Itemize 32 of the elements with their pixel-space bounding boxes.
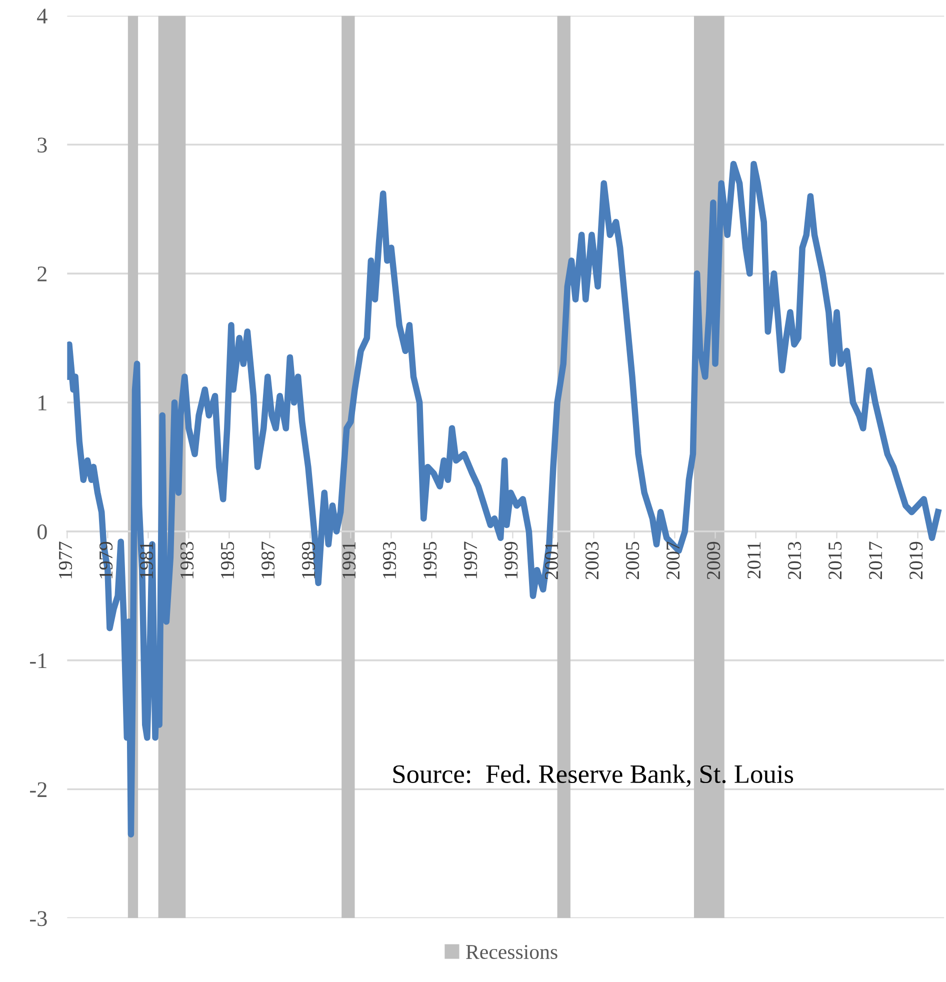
x-tick-label: 1985 [220,542,234,578]
x-tick-label: 1979 [99,542,113,578]
x-tick-label: 1995 [424,542,437,578]
x-tick-label: 2015 [828,542,842,580]
x-tick-label: 2009 [707,542,720,580]
x-tick-label: 1977 [58,542,72,578]
x-tick-label: 2005 [626,542,640,580]
y-tick-label: 1 [38,396,46,410]
y-tick-label: 2 [38,266,46,282]
x-tick-label: 2007 [666,542,680,580]
x-tick-label: 2011 [748,542,761,578]
x-tick-label: 1997 [464,542,478,578]
y-tick-label: 3 [38,138,47,153]
legend-label: Recessions [466,945,558,960]
y-tick-label: -3 [30,911,47,926]
x-tick-label: 1983 [180,542,194,578]
y-tick-label: 0 [37,524,47,540]
x-tick-label: 2019 [910,542,923,580]
x-tick-label: 1989 [302,542,316,578]
y-tick-label: 4 [37,8,48,24]
annotation: Source: Fed. Reserve Bank, St. Louis [393,764,794,787]
x-tick-label: 2003 [585,542,599,580]
x-tick-label: 1991 [342,542,356,578]
x-tick-label: 1981 [140,542,154,578]
x-tick-label: 1993 [383,542,396,578]
x-tick-label: 2017 [869,542,882,580]
y-tick-label: -2 [30,782,46,797]
y-tick-label: -1 [30,653,46,668]
x-tick-label: 1999 [504,542,518,578]
x-tick-label: 2001 [544,542,558,580]
x-tick-label: 2013 [788,542,802,580]
x-tick-label: 1987 [261,542,275,578]
